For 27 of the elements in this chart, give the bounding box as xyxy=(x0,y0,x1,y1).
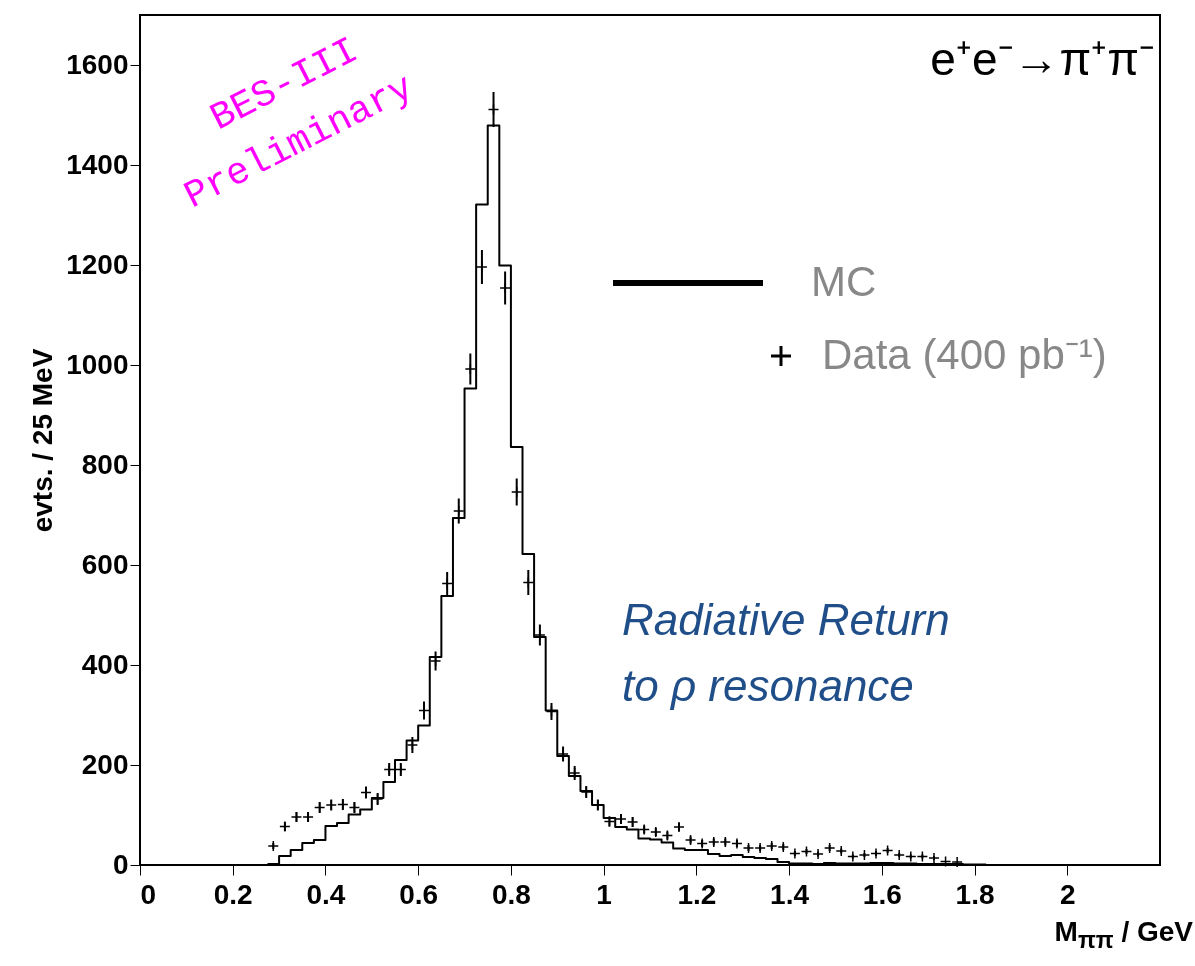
annotation: Radiative Return xyxy=(622,595,950,644)
y-tick-label: 200 xyxy=(81,748,129,780)
y-tick-label: 800 xyxy=(81,448,129,480)
x-tick-label: 1 xyxy=(596,878,612,910)
legend-label: Data (400 pb⁻¹) xyxy=(822,331,1107,378)
x-tick-label: 0.6 xyxy=(399,878,439,910)
y-tick-label: 600 xyxy=(81,548,129,580)
y-tick-label: 1200 xyxy=(66,248,129,280)
x-tick-label: 2 xyxy=(1059,878,1076,910)
x-tick-label: 0.4 xyxy=(306,878,346,910)
x-tick-label: 1.8 xyxy=(955,878,995,910)
y-tick-label: 0 xyxy=(112,848,129,880)
x-tick-label: 0.8 xyxy=(491,878,531,910)
legend-label: MC xyxy=(811,258,877,305)
x-tick-label: 0.2 xyxy=(213,878,253,910)
x-tick-label: 1.4 xyxy=(770,878,810,910)
y-axis-title: evts. / 25 MeV xyxy=(27,348,59,533)
x-tick-label: 1.6 xyxy=(862,878,902,910)
annotation: e⁺e⁻→π⁺π⁻ xyxy=(930,33,1155,85)
x-tick-label: 0 xyxy=(140,878,157,910)
y-tick-label: 400 xyxy=(81,648,129,680)
y-tick-label: 1600 xyxy=(66,48,129,80)
x-tick-label: 1.2 xyxy=(677,878,717,910)
y-tick-label: 1000 xyxy=(66,348,129,380)
x-axis-title: M$_{ππ}$ / GeV xyxy=(1054,916,1193,953)
annotation: to ρ resonance xyxy=(622,661,914,710)
y-tick-label: 1400 xyxy=(66,148,129,180)
